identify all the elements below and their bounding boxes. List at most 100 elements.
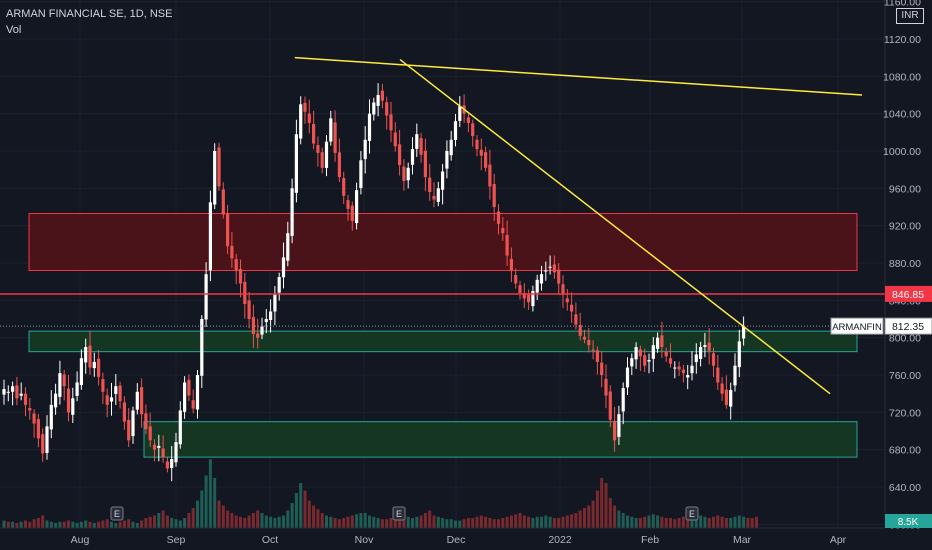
candle-body <box>183 382 187 412</box>
zone-resistance <box>28 213 858 271</box>
volume-bar <box>475 516 479 528</box>
volume-bar <box>251 513 255 528</box>
candle-body <box>342 178 346 196</box>
volume-bar <box>724 518 728 528</box>
candle-body <box>466 117 470 123</box>
volume-value-box <box>885 514 932 528</box>
candle-body <box>303 102 307 112</box>
candle-body <box>157 445 161 448</box>
candle-body <box>561 284 565 295</box>
volume-bar <box>342 518 346 528</box>
candle-body <box>114 386 118 395</box>
volume-bar <box>243 518 247 528</box>
volume-bar <box>260 513 264 528</box>
candle-body <box>337 152 341 178</box>
volume-bar <box>234 515 238 528</box>
volume-bar <box>385 519 389 528</box>
earnings-marker[interactable]: E <box>685 506 699 521</box>
volume-bars <box>2 459 758 528</box>
candle-body <box>716 367 720 383</box>
volume-bar <box>587 505 591 528</box>
volume-bar <box>19 521 23 528</box>
trendlines <box>0 56 885 395</box>
candle-body <box>574 314 578 325</box>
candle-body <box>135 391 139 410</box>
volume-bar <box>135 523 139 528</box>
candle-body <box>690 365 694 374</box>
x-tick-label: Dec <box>447 534 466 546</box>
candle-body <box>385 102 389 116</box>
volume-bar <box>505 516 509 528</box>
volume-bar <box>608 498 612 528</box>
volume-bar <box>329 516 333 528</box>
x-tick-label: Aug <box>71 534 90 546</box>
candle-body <box>208 202 212 271</box>
candle-body <box>316 144 320 153</box>
candle-body <box>527 294 531 303</box>
candle-body <box>165 461 169 469</box>
volume-bar <box>114 523 118 528</box>
volume-bar <box>548 516 552 528</box>
candle-body <box>514 275 518 284</box>
candle-body <box>393 132 397 147</box>
candle-body <box>256 333 260 338</box>
currency-badge[interactable]: INR <box>896 8 924 24</box>
volume-bar <box>527 516 531 528</box>
candle-body <box>406 167 410 181</box>
y-tick-label: 1000.00 <box>883 146 921 158</box>
volume-bar <box>458 520 462 528</box>
volume-bar <box>626 515 629 528</box>
candle-body <box>591 349 595 351</box>
volume-bar <box>140 520 144 528</box>
volume-bar <box>423 513 427 528</box>
y-tick-label: 800.00 <box>889 333 921 345</box>
candle-body <box>677 366 681 370</box>
volume-bar <box>200 490 204 528</box>
volume-bar <box>656 515 660 528</box>
volume-bar <box>750 518 754 528</box>
earnings-marker[interactable]: E <box>110 506 124 521</box>
volume-bar <box>673 519 677 528</box>
volume-bar <box>720 516 724 528</box>
candle-body <box>479 149 483 156</box>
volume-bar <box>6 521 10 528</box>
volume-bar <box>699 515 703 528</box>
volume-bar <box>393 518 397 528</box>
candle-body <box>299 104 303 139</box>
candle-body <box>122 402 126 422</box>
volume-bar <box>312 505 316 528</box>
volume-bar <box>398 516 402 528</box>
candle-body <box>389 114 393 131</box>
volume-bar <box>183 518 187 528</box>
volume-bar <box>71 521 75 528</box>
candle-body <box>707 342 711 351</box>
volume-bar <box>286 510 290 528</box>
candle-body <box>312 123 316 144</box>
candle-body <box>664 351 668 357</box>
volume-bar <box>415 516 419 528</box>
volume-bar <box>337 519 341 528</box>
candle-body <box>428 177 432 193</box>
volume-bar <box>733 516 737 528</box>
candle-body <box>92 361 96 369</box>
price-axis[interactable]: 1160.00 1120.00 1080.00 1040.00 1000.00 960.0… <box>883 0 932 550</box>
candle-body <box>49 404 53 430</box>
candle-body <box>673 367 677 369</box>
volume-bar <box>11 521 15 528</box>
volume-bar <box>600 478 604 528</box>
candle-body <box>505 235 509 256</box>
volume-bar <box>363 513 367 528</box>
candle-body <box>71 398 75 415</box>
candle-body <box>445 151 449 169</box>
candle-body <box>660 335 664 347</box>
candle-body <box>363 139 367 160</box>
volume-bar <box>208 459 212 528</box>
candle-body <box>307 113 311 123</box>
candle-body <box>372 102 376 115</box>
x-tick-label: 2022 <box>548 534 572 546</box>
earnings-marker[interactable]: E <box>392 506 406 521</box>
candle-body <box>415 134 419 149</box>
time-axis[interactable]: Aug Sep Oct Nov Dec 2022 Feb Mar Apr <box>0 527 885 546</box>
